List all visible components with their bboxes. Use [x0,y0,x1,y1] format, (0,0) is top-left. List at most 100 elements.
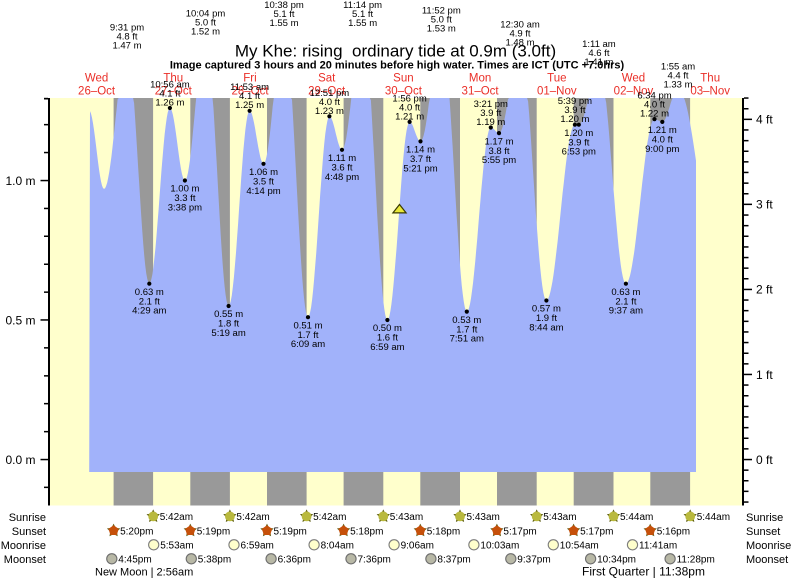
svg-text:6:53 pm: 6:53 pm [562,147,596,158]
svg-text:5:44am: 5:44am [620,512,653,523]
svg-text:Wed: Wed [85,73,108,85]
svg-text:3 ft: 3 ft [756,198,773,212]
svg-text:5:42am: 5:42am [236,512,269,523]
svg-text:1.17 m: 1.17 m [484,136,513,147]
svg-text:1.33 m: 1.33 m [663,79,692,90]
svg-text:5:19pm: 5:19pm [274,526,307,537]
svg-text:9:37pm: 9:37pm [517,555,550,566]
svg-text:5:18pm: 5:18pm [350,526,383,537]
svg-text:3.9 ft: 3.9 ft [480,108,501,119]
svg-text:11:52 pm: 11:52 pm [422,6,461,17]
svg-text:5:19 am: 5:19 am [211,328,245,339]
svg-text:29–Oct: 29–Oct [308,86,346,98]
svg-text:5:43am: 5:43am [543,512,576,523]
svg-text:5:18pm: 5:18pm [427,526,460,537]
svg-text:10:56 am: 10:56 am [150,80,190,91]
svg-text:5.0 ft: 5.0 ft [195,17,216,28]
svg-text:1:11 am: 1:11 am [582,39,616,50]
svg-text:10:54am: 10:54am [560,541,599,552]
svg-text:Mon: Mon [469,73,491,85]
svg-text:4.4 ft: 4.4 ft [667,70,688,81]
svg-text:1.7 ft: 1.7 ft [297,330,318,341]
svg-text:Thu: Thu [700,73,720,85]
svg-text:0.55 m: 0.55 m [214,309,243,320]
svg-text:03–Nov: 03–Nov [690,86,730,98]
svg-text:Fri: Fri [243,73,256,85]
svg-text:7:36pm: 7:36pm [358,555,391,566]
svg-text:1.11 m: 1.11 m [328,153,356,164]
svg-text:4:14 pm: 4:14 pm [246,186,280,197]
svg-text:0.50 m: 0.50 m [373,323,402,334]
svg-text:27–Oct: 27–Oct [155,86,193,98]
svg-text:1.20 m: 1.20 m [564,128,593,139]
svg-text:5:44am: 5:44am [697,512,730,523]
svg-text:5:17pm: 5:17pm [503,526,536,537]
svg-text:26–Oct: 26–Oct [78,86,116,98]
svg-text:0.63 m: 0.63 m [611,287,640,298]
svg-text:1.8 ft: 1.8 ft [218,319,239,330]
svg-text:30–Oct: 30–Oct [385,86,423,98]
svg-text:5.1 ft: 5.1 ft [352,9,373,20]
svg-text:3.9 ft: 3.9 ft [564,105,585,116]
svg-text:1:56 pm: 1:56 pm [392,93,426,104]
svg-text:4.0 ft: 4.0 ft [319,97,340,108]
svg-text:1.21 m: 1.21 m [648,125,677,136]
svg-text:5:43am: 5:43am [390,512,423,523]
svg-text:New Moon | 2:56am: New Moon | 2:56am [95,567,193,579]
svg-text:4:29 am: 4:29 am [132,306,166,317]
svg-text:Moonrise: Moonrise [746,540,791,552]
svg-text:9:37 am: 9:37 am [609,306,643,317]
svg-text:My Khe: rising ordinary tide: My Khe: rising ordinary tide at 0.9m (3.… [235,42,556,61]
svg-text:5.0 ft: 5.0 ft [431,15,452,26]
svg-text:3.9 ft: 3.9 ft [568,137,589,148]
svg-text:5:53am: 5:53am [160,541,193,552]
svg-text:Sunset: Sunset [746,526,780,538]
svg-text:5:42am: 5:42am [160,512,193,523]
svg-text:Tue: Tue [547,73,566,85]
svg-text:1.55 m: 1.55 m [269,18,298,29]
svg-text:3:21 pm: 3:21 pm [474,99,508,110]
svg-text:9:00 pm: 9:00 pm [645,144,679,155]
svg-text:First Quarter | 11:38pm: First Quarter | 11:38pm [582,565,705,579]
svg-text:0.5 m: 0.5 m [5,313,35,327]
svg-text:5:55 pm: 5:55 pm [482,155,516,166]
svg-text:0.51 m: 0.51 m [293,320,322,331]
svg-text:5.1 ft: 5.1 ft [273,9,294,20]
svg-text:Image captured 3 hours and 20: Image captured 3 hours and 20 minutes be… [170,60,625,72]
svg-text:0 ft: 0 ft [756,453,773,467]
svg-text:4.0 ft: 4.0 ft [644,100,665,111]
svg-text:12:30 am: 12:30 am [500,20,540,31]
svg-text:Sun: Sun [393,73,413,85]
svg-text:11:28pm: 11:28pm [677,555,715,566]
svg-text:2.1 ft: 2.1 ft [615,296,636,307]
svg-text:4.9 ft: 4.9 ft [509,29,530,40]
svg-text:4.1 ft: 4.1 ft [239,91,260,102]
svg-text:1:55 am: 1:55 am [661,61,695,72]
svg-text:4:45pm: 4:45pm [118,555,151,566]
svg-text:4.0 ft: 4.0 ft [652,135,673,146]
svg-text:Sat: Sat [318,73,336,85]
svg-text:1.00 m: 1.00 m [170,184,199,195]
svg-text:31–Oct: 31–Oct [462,86,500,98]
svg-text:1.22 m: 1.22 m [640,109,669,120]
svg-text:1.21 m: 1.21 m [395,111,424,122]
svg-text:Sunrise: Sunrise [746,512,783,524]
svg-text:9:31 pm: 9:31 pm [110,22,144,33]
svg-text:Moonset: Moonset [4,554,46,566]
svg-text:5:19pm: 5:19pm [197,526,230,537]
svg-text:5:21 pm: 5:21 pm [403,163,437,174]
svg-text:4:48 pm: 4:48 pm [325,172,359,183]
svg-text:1.14 m: 1.14 m [406,145,435,156]
svg-text:1.26 m: 1.26 m [155,98,184,109]
svg-text:1.6 ft: 1.6 ft [377,333,398,344]
svg-text:5:16pm: 5:16pm [657,526,690,537]
svg-text:3.6 ft: 3.6 ft [331,163,352,174]
svg-text:Thu: Thu [163,73,183,85]
svg-text:5:42am: 5:42am [313,512,346,523]
svg-text:01–Nov: 01–Nov [537,86,577,98]
svg-text:1.55 m: 1.55 m [348,18,377,29]
svg-text:0.57 m: 0.57 m [532,304,561,315]
svg-text:1.47 m: 1.47 m [112,40,141,51]
svg-text:6:59 am: 6:59 am [370,342,404,353]
svg-text:11:14 pm: 11:14 pm [343,0,382,11]
